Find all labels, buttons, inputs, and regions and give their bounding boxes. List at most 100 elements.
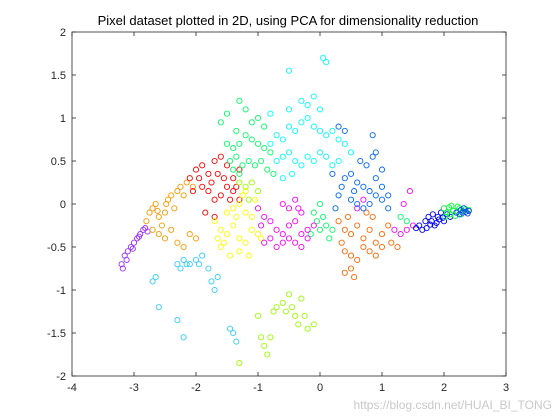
data-point	[227, 325, 234, 332]
data-point	[186, 175, 193, 182]
data-point	[189, 183, 196, 190]
data-point	[279, 299, 286, 306]
data-point	[378, 243, 386, 251]
data-point	[354, 256, 361, 263]
data-point	[329, 162, 336, 169]
data-point	[298, 243, 305, 251]
data-point	[378, 166, 386, 173]
plot-background	[72, 32, 506, 376]
data-point	[347, 196, 355, 203]
data-point	[292, 157, 299, 165]
data-point	[227, 252, 234, 259]
data-point	[457, 206, 464, 214]
data-point	[366, 188, 373, 195]
data-point	[285, 149, 293, 156]
data-point	[223, 183, 231, 190]
data-point	[230, 188, 237, 195]
data-point	[183, 179, 190, 186]
data-point	[316, 200, 324, 208]
data-point	[267, 140, 274, 147]
data-point	[258, 235, 265, 242]
data-point	[223, 162, 231, 169]
data-point	[174, 188, 181, 195]
data-point	[316, 149, 324, 156]
data-point	[369, 132, 376, 139]
y-tick-label: -1	[56, 285, 66, 297]
data-point	[351, 188, 358, 195]
data-point	[360, 243, 367, 251]
axes: -4 -3 -2 -1 0 1 2 3 -2 -1.5 -1 -0.5 0 0.5 1 1.5 2	[47, 27, 509, 394]
data-point	[149, 205, 156, 212]
data-point	[335, 218, 342, 225]
data-point	[134, 235, 141, 242]
data-point	[329, 226, 336, 233]
series-13	[453, 205, 472, 218]
data-point	[217, 226, 224, 233]
series-7	[267, 54, 355, 182]
data-point	[236, 196, 243, 203]
data-point	[378, 196, 386, 203]
data-point	[152, 200, 159, 208]
data-point	[264, 166, 271, 173]
data-point	[242, 188, 249, 195]
data-point	[245, 157, 252, 165]
data-point	[230, 145, 237, 152]
data-point	[298, 231, 305, 238]
data-point	[445, 204, 453, 211]
data-point	[400, 200, 407, 208]
data-point	[310, 222, 317, 229]
data-point	[223, 209, 231, 216]
data-point	[378, 183, 386, 190]
data-point	[155, 304, 162, 311]
data-point	[205, 265, 212, 272]
data-point	[236, 200, 243, 208]
data-point	[236, 140, 243, 147]
data-point	[174, 317, 181, 324]
data-point	[211, 196, 218, 203]
data-point	[189, 188, 196, 195]
data-point	[199, 162, 206, 169]
data-point	[347, 170, 355, 177]
data-point	[279, 200, 286, 208]
data-point	[236, 166, 243, 173]
data-point	[217, 192, 224, 199]
data-point	[369, 153, 376, 160]
data-point	[310, 209, 317, 216]
data-point	[335, 123, 342, 130]
data-point	[192, 166, 200, 173]
data-point	[341, 140, 348, 147]
data-point	[208, 179, 215, 186]
data-point	[397, 231, 404, 238]
data-point	[289, 170, 296, 177]
data-point	[261, 145, 268, 152]
data-point	[320, 54, 327, 61]
data-point	[261, 213, 268, 220]
data-point	[460, 205, 467, 212]
data-point	[199, 183, 206, 190]
data-point	[425, 213, 432, 220]
data-point	[347, 265, 355, 272]
data-point	[261, 239, 268, 246]
data-point	[227, 157, 234, 165]
data-point	[354, 205, 361, 212]
data-point	[437, 209, 444, 216]
data-point	[366, 200, 373, 208]
data-point	[261, 123, 268, 130]
data-point	[227, 196, 234, 203]
data-point	[130, 239, 138, 246]
data-point	[450, 207, 457, 214]
data-point	[223, 110, 231, 117]
series-10	[329, 123, 392, 212]
data-point	[338, 183, 345, 190]
data-point	[127, 243, 134, 251]
x-tick-label: 1	[379, 382, 385, 394]
data-point	[329, 170, 336, 177]
data-point	[310, 321, 317, 328]
data-point	[242, 106, 249, 113]
data-point	[285, 106, 293, 113]
x-tick-label: -2	[191, 382, 201, 394]
data-point	[258, 157, 265, 165]
data-point	[298, 162, 305, 169]
data-point	[251, 162, 258, 169]
